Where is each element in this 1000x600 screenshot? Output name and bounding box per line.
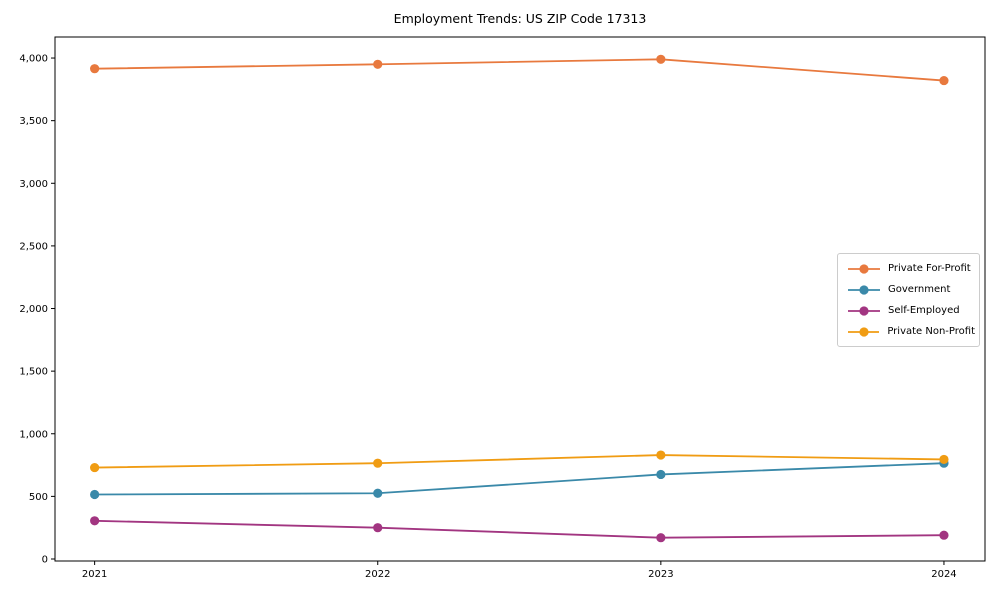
y-tick-label: 1,000	[19, 429, 48, 440]
legend-marker-icon	[848, 305, 880, 316]
data-point-government-2021	[90, 489, 100, 500]
data-point-self-employed-2021	[90, 516, 100, 526]
legend: Private For-Profit Government Self-Employe…	[837, 253, 980, 347]
series-line-self-employed	[93, 519, 945, 539]
y-tick-label: 2,500	[19, 241, 48, 252]
x-tick-label: 2024	[931, 569, 956, 580]
chart-title: Employment Trends: US ZIP Code 17313	[393, 11, 647, 26]
data-point-private-for-profit-2022	[373, 59, 383, 69]
legend-marker-icon	[848, 284, 880, 295]
y-tick-label: 0	[42, 554, 48, 565]
y-tick-label: 1,500	[19, 367, 48, 378]
legend-marker-icon	[848, 326, 880, 337]
y-tick-label: 4,000	[19, 54, 48, 65]
series-line-private-for-profit	[93, 58, 945, 82]
x-tick-label: 2022	[365, 569, 390, 580]
data-point-private-non-profit-2024	[939, 454, 949, 465]
legend-label: Private For-Profit	[888, 263, 971, 274]
series-line-private-non-profit	[93, 454, 945, 469]
data-point-private-non-profit-2022	[373, 458, 383, 468]
legend-dot	[859, 326, 869, 337]
data-point-self-employed-2024	[939, 530, 949, 540]
data-point-self-employed-2023	[656, 533, 666, 543]
legend-marker-icon	[848, 263, 880, 274]
legend-label: Government	[888, 284, 951, 295]
legend-entry-government: Government	[848, 279, 975, 300]
y-tick-label: 500	[29, 492, 48, 503]
legend-entry-self-employed: Self-Employed	[848, 300, 975, 321]
x-tick-label: 2021	[82, 569, 107, 580]
data-point-self-employed-2022	[373, 523, 383, 533]
y-tick-label: 3,000	[19, 179, 48, 190]
plot-frame	[54, 36, 986, 562]
y-tick-label: 3,500	[19, 116, 48, 127]
legend-entry-private-non-profit: Private Non-Profit	[848, 321, 975, 342]
series-line-government	[93, 462, 945, 496]
data-point-private-non-profit-2023	[656, 450, 666, 460]
data-point-private-for-profit-2023	[656, 54, 666, 64]
legend-label: Private Non-Profit	[887, 326, 975, 337]
legend-dot	[859, 263, 869, 274]
legend-dot	[859, 284, 869, 295]
x-tick-label: 2023	[648, 569, 673, 580]
legend-dot	[859, 305, 869, 316]
y-tick-label: 2,000	[19, 304, 48, 315]
data-point-private-non-profit-2021	[90, 462, 100, 473]
data-point-private-for-profit-2024	[939, 75, 949, 86]
data-point-government-2023	[656, 469, 666, 480]
data-point-private-for-profit-2021	[90, 64, 100, 74]
legend-entry-private-for-profit: Private For-Profit	[848, 258, 975, 279]
legend-label: Self-Employed	[888, 305, 960, 316]
data-point-government-2022	[373, 488, 383, 498]
